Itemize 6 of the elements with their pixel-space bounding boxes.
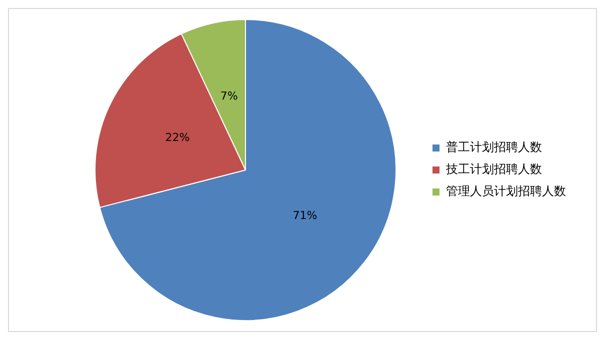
- legend-label: 技工计划招聘人数: [445, 162, 542, 176]
- legend-label: 普工计划招聘人数: [446, 140, 542, 154]
- data-label: 7%: [220, 89, 238, 102]
- data-label: 22%: [165, 130, 190, 144]
- data-label: 71%: [292, 208, 318, 222]
- legend-label: 管理人员计划招聘人数: [446, 184, 566, 198]
